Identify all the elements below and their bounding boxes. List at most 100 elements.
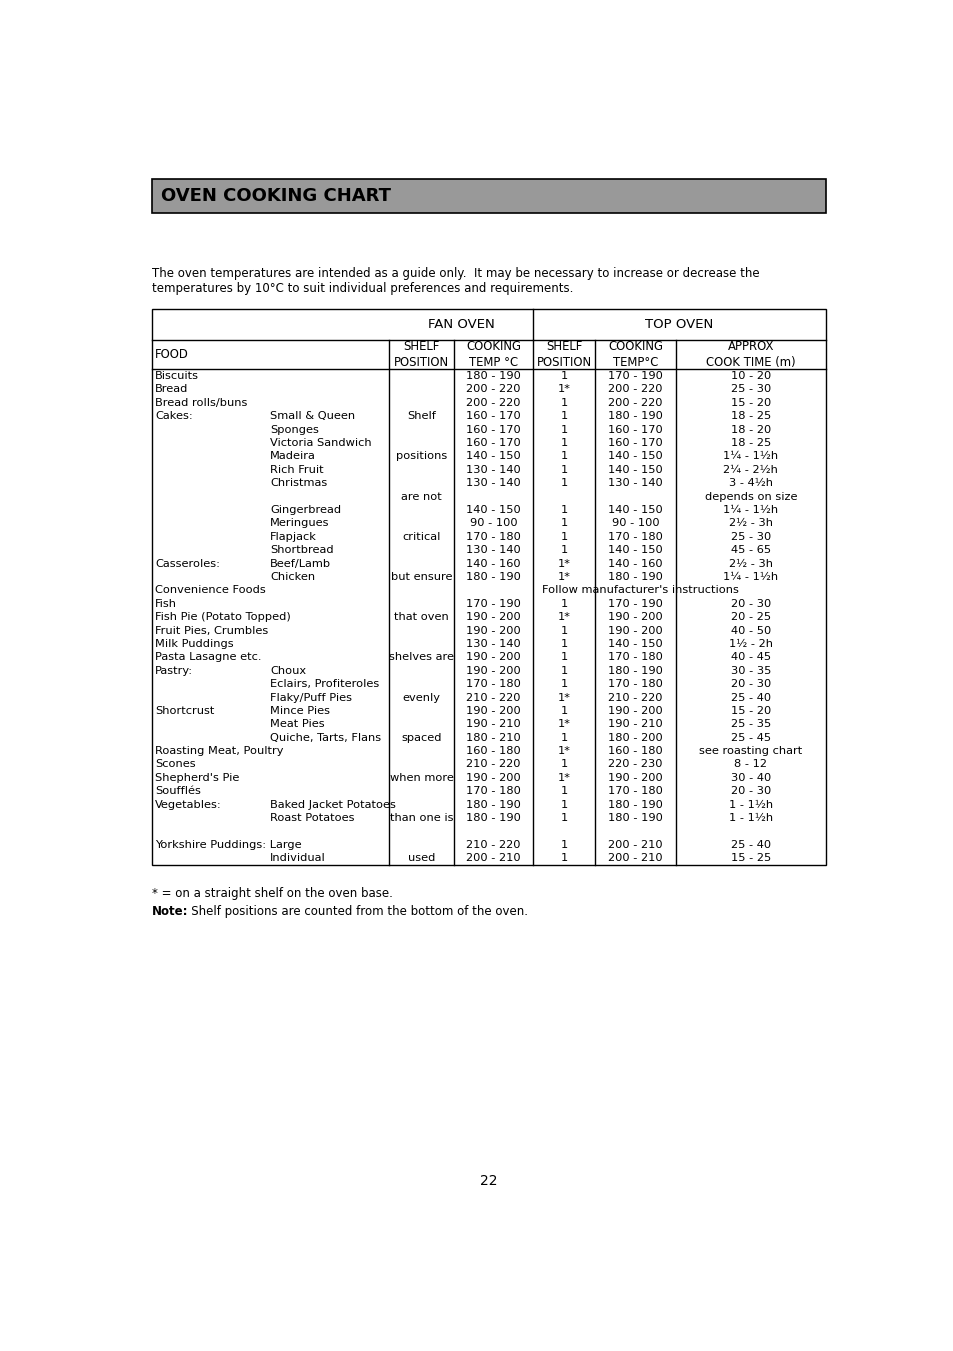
Text: Pastry:: Pastry: bbox=[154, 666, 193, 676]
Text: Shelf: Shelf bbox=[407, 411, 436, 422]
Text: Vegetables:: Vegetables: bbox=[154, 800, 221, 809]
Text: 8 - 12: 8 - 12 bbox=[734, 759, 766, 770]
Text: Rich Fruit: Rich Fruit bbox=[270, 465, 324, 474]
Text: 45 - 65: 45 - 65 bbox=[730, 544, 770, 555]
Text: 1: 1 bbox=[559, 451, 567, 461]
Text: SHELF
POSITION: SHELF POSITION bbox=[394, 340, 449, 369]
Text: 190 - 200: 190 - 200 bbox=[466, 626, 520, 635]
Text: 15 - 20: 15 - 20 bbox=[730, 707, 770, 716]
Text: Casseroles:: Casseroles: bbox=[154, 558, 220, 569]
Text: 180 - 190: 180 - 190 bbox=[466, 800, 520, 809]
Text: 200 - 220: 200 - 220 bbox=[607, 397, 662, 408]
Text: 160 - 170: 160 - 170 bbox=[607, 438, 662, 449]
Text: 1: 1 bbox=[559, 544, 567, 555]
Text: FOOD: FOOD bbox=[154, 349, 189, 361]
Text: 190 - 200: 190 - 200 bbox=[607, 626, 662, 635]
Text: 1: 1 bbox=[559, 532, 567, 542]
Text: 25 - 40: 25 - 40 bbox=[730, 840, 770, 850]
Text: spaced: spaced bbox=[401, 732, 441, 743]
Text: 140 - 150: 140 - 150 bbox=[607, 465, 662, 474]
Text: 2½ - 3h: 2½ - 3h bbox=[728, 519, 772, 528]
Text: 1: 1 bbox=[559, 800, 567, 809]
Text: 1*: 1* bbox=[558, 612, 570, 621]
Text: evenly: evenly bbox=[402, 693, 440, 703]
Text: 1: 1 bbox=[559, 759, 567, 770]
Text: Meat Pies: Meat Pies bbox=[270, 719, 325, 730]
Text: Mince Pies: Mince Pies bbox=[270, 707, 330, 716]
Text: 170 - 180: 170 - 180 bbox=[466, 786, 520, 796]
Text: 170 - 190: 170 - 190 bbox=[607, 372, 662, 381]
Text: 1¼ - 1½h: 1¼ - 1½h bbox=[722, 451, 778, 461]
Text: 140 - 150: 140 - 150 bbox=[607, 505, 662, 515]
Text: 190 - 200: 190 - 200 bbox=[466, 612, 520, 621]
Text: 30 - 40: 30 - 40 bbox=[730, 773, 770, 782]
Text: 180 - 190: 180 - 190 bbox=[607, 800, 662, 809]
Text: 10 - 20: 10 - 20 bbox=[730, 372, 770, 381]
Text: Pasta Lasagne etc.: Pasta Lasagne etc. bbox=[154, 653, 261, 662]
Text: 25 - 30: 25 - 30 bbox=[730, 532, 770, 542]
Text: 170 - 180: 170 - 180 bbox=[466, 532, 520, 542]
Text: 1*: 1* bbox=[558, 746, 570, 757]
Text: 2¼ - 2½h: 2¼ - 2½h bbox=[722, 465, 778, 474]
Text: Biscuits: Biscuits bbox=[154, 372, 198, 381]
Text: Quiche, Tarts, Flans: Quiche, Tarts, Flans bbox=[270, 732, 381, 743]
Text: depends on size: depends on size bbox=[704, 492, 797, 501]
Bar bbox=[152, 180, 825, 213]
Text: 200 - 210: 200 - 210 bbox=[607, 840, 662, 850]
Text: 180 - 190: 180 - 190 bbox=[466, 372, 520, 381]
Text: 1½ - 2h: 1½ - 2h bbox=[728, 639, 772, 648]
Text: * = on a straight shelf on the oven base.: * = on a straight shelf on the oven base… bbox=[152, 886, 393, 900]
Text: 190 - 210: 190 - 210 bbox=[466, 719, 520, 730]
Bar bbox=[152, 309, 825, 865]
Text: 130 - 140: 130 - 140 bbox=[466, 544, 520, 555]
Text: 1*: 1* bbox=[558, 773, 570, 782]
Text: Follow manufacturer's instructions: Follow manufacturer's instructions bbox=[541, 585, 738, 596]
Text: 22: 22 bbox=[479, 1174, 497, 1188]
Text: Madeira: Madeira bbox=[270, 451, 315, 461]
Text: Flaky/Puff Pies: Flaky/Puff Pies bbox=[270, 693, 352, 703]
Text: 140 - 150: 140 - 150 bbox=[466, 451, 520, 461]
Text: 210 - 220: 210 - 220 bbox=[466, 693, 520, 703]
Text: critical: critical bbox=[402, 532, 440, 542]
Text: 18 - 25: 18 - 25 bbox=[730, 411, 770, 422]
Text: 1: 1 bbox=[559, 626, 567, 635]
Text: Small & Queen: Small & Queen bbox=[270, 411, 355, 422]
Text: 1: 1 bbox=[559, 424, 567, 435]
Text: 90 - 100: 90 - 100 bbox=[611, 519, 659, 528]
Text: Shortcrust: Shortcrust bbox=[154, 707, 214, 716]
Text: Yorkshire Puddings: Large: Yorkshire Puddings: Large bbox=[154, 840, 301, 850]
Text: 1: 1 bbox=[559, 854, 567, 863]
Text: 15 - 25: 15 - 25 bbox=[730, 854, 770, 863]
Text: 1: 1 bbox=[559, 411, 567, 422]
Text: 1: 1 bbox=[559, 519, 567, 528]
Text: 160 - 170: 160 - 170 bbox=[466, 438, 520, 449]
Text: 1: 1 bbox=[559, 786, 567, 796]
Text: 140 - 150: 140 - 150 bbox=[607, 544, 662, 555]
Text: 200 - 220: 200 - 220 bbox=[466, 384, 520, 394]
Text: 1 - 1½h: 1 - 1½h bbox=[728, 813, 772, 823]
Text: Eclairs, Profiteroles: Eclairs, Profiteroles bbox=[270, 680, 379, 689]
Text: 1: 1 bbox=[559, 478, 567, 488]
Text: 140 - 150: 140 - 150 bbox=[607, 639, 662, 648]
Text: 180 - 190: 180 - 190 bbox=[607, 666, 662, 676]
Text: that oven: that oven bbox=[394, 612, 449, 621]
Text: 3 - 4½h: 3 - 4½h bbox=[728, 478, 772, 488]
Text: 180 - 200: 180 - 200 bbox=[607, 732, 662, 743]
Text: 1: 1 bbox=[559, 732, 567, 743]
Text: 18 - 25: 18 - 25 bbox=[730, 438, 770, 449]
Text: 30 - 35: 30 - 35 bbox=[730, 666, 770, 676]
Text: 140 - 150: 140 - 150 bbox=[607, 451, 662, 461]
Text: 1: 1 bbox=[559, 372, 567, 381]
Text: 160 - 170: 160 - 170 bbox=[607, 424, 662, 435]
Text: 190 - 200: 190 - 200 bbox=[607, 773, 662, 782]
Text: 1: 1 bbox=[559, 813, 567, 823]
Text: 1*: 1* bbox=[558, 384, 570, 394]
Text: COOKING
TEMP°C: COOKING TEMP°C bbox=[607, 340, 662, 369]
Text: Scones: Scones bbox=[154, 759, 195, 770]
Text: but ensure: but ensure bbox=[391, 571, 452, 582]
Text: 1*: 1* bbox=[558, 719, 570, 730]
Text: Individual: Individual bbox=[270, 854, 326, 863]
Text: Chicken: Chicken bbox=[270, 571, 315, 582]
Text: 200 - 210: 200 - 210 bbox=[607, 854, 662, 863]
Text: 170 - 180: 170 - 180 bbox=[607, 653, 662, 662]
